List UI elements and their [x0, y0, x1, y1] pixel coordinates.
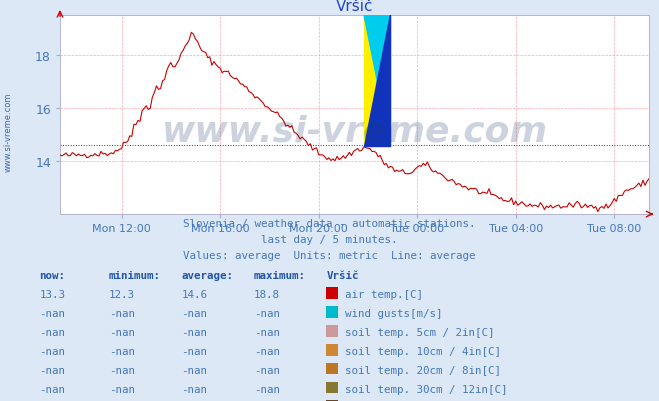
- Text: -nan: -nan: [40, 308, 65, 318]
- Text: -nan: -nan: [40, 346, 65, 356]
- Text: -nan: -nan: [254, 327, 279, 337]
- Text: -nan: -nan: [109, 346, 134, 356]
- Text: soil temp. 5cm / 2in[C]: soil temp. 5cm / 2in[C]: [345, 327, 494, 337]
- Text: soil temp. 20cm / 8in[C]: soil temp. 20cm / 8in[C]: [345, 365, 501, 375]
- Text: -nan: -nan: [109, 308, 134, 318]
- Text: average:: average:: [181, 271, 233, 281]
- Text: minimum:: minimum:: [109, 271, 161, 281]
- Text: -nan: -nan: [109, 327, 134, 337]
- Text: 13.3: 13.3: [40, 290, 65, 300]
- Text: -nan: -nan: [181, 346, 207, 356]
- Text: -nan: -nan: [40, 384, 65, 394]
- Text: www.si-vreme.com: www.si-vreme.com: [4, 93, 13, 172]
- Text: -nan: -nan: [40, 365, 65, 375]
- Text: -nan: -nan: [109, 365, 134, 375]
- Text: last day / 5 minutes.: last day / 5 minutes.: [261, 235, 398, 245]
- Text: soil temp. 30cm / 12in[C]: soil temp. 30cm / 12in[C]: [345, 384, 507, 394]
- Text: -nan: -nan: [181, 327, 207, 337]
- Text: wind gusts[m/s]: wind gusts[m/s]: [345, 308, 442, 318]
- Polygon shape: [364, 15, 391, 147]
- Text: -nan: -nan: [254, 384, 279, 394]
- Text: -nan: -nan: [181, 384, 207, 394]
- Polygon shape: [364, 15, 391, 147]
- Text: Vršič: Vršič: [326, 271, 358, 281]
- Text: air temp.[C]: air temp.[C]: [345, 290, 422, 300]
- Text: www.si-vreme.com: www.si-vreme.com: [161, 114, 548, 148]
- Text: Values: average  Units: metric  Line: average: Values: average Units: metric Line: aver…: [183, 251, 476, 261]
- Text: soil temp. 10cm / 4in[C]: soil temp. 10cm / 4in[C]: [345, 346, 501, 356]
- Text: -nan: -nan: [109, 384, 134, 394]
- Text: -nan: -nan: [181, 308, 207, 318]
- Text: Slovenia / weather data - automatic stations.: Slovenia / weather data - automatic stat…: [183, 219, 476, 229]
- Text: -nan: -nan: [254, 365, 279, 375]
- Text: -nan: -nan: [254, 346, 279, 356]
- Text: 14.6: 14.6: [181, 290, 207, 300]
- Text: maximum:: maximum:: [254, 271, 306, 281]
- Text: -nan: -nan: [181, 365, 207, 375]
- Text: -nan: -nan: [254, 308, 279, 318]
- Text: now:: now:: [40, 271, 65, 281]
- Title: Vršič: Vršič: [336, 0, 373, 14]
- Text: -nan: -nan: [40, 327, 65, 337]
- Text: 12.3: 12.3: [109, 290, 134, 300]
- Polygon shape: [364, 15, 391, 147]
- Text: 18.8: 18.8: [254, 290, 279, 300]
